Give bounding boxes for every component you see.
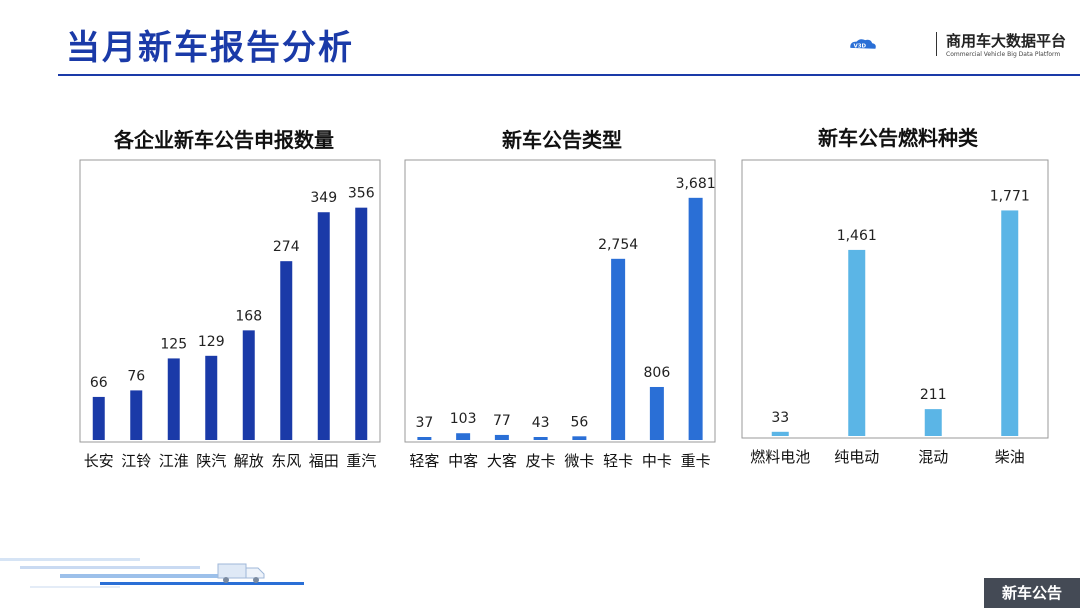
value-label: 356 xyxy=(348,186,375,202)
category-label: 轻客 xyxy=(409,452,439,470)
chart2-title: 新车公告类型 xyxy=(502,128,622,152)
value-label: 1,771 xyxy=(990,188,1030,204)
category-label: 江铃 xyxy=(121,452,151,470)
bar-解放 xyxy=(242,330,255,440)
bar-福田 xyxy=(317,212,330,440)
bar-东风 xyxy=(280,261,293,440)
value-label: 168 xyxy=(235,308,262,324)
bar-大客 xyxy=(494,434,509,440)
bar-江铃 xyxy=(130,390,143,440)
category-label: 重汽 xyxy=(346,452,376,470)
value-label: 33 xyxy=(771,410,789,426)
bar-微卡 xyxy=(572,436,587,440)
category-label: 解放 xyxy=(234,452,264,470)
logo-text-cn: 商用车大数据平台 xyxy=(946,32,1067,50)
bar-皮卡 xyxy=(533,437,548,440)
section-tag: 新车公告 xyxy=(984,578,1080,608)
value-label: 129 xyxy=(198,334,225,350)
value-label: 77 xyxy=(493,413,511,429)
value-label: 125 xyxy=(160,336,187,352)
bar-中卡 xyxy=(649,386,664,440)
chart-announcement-types: 37 轻客 103 中客 77 大客 43 皮卡 56 微卡 2,754 轻卡 806 中卡 3,681 重卡 xyxy=(404,159,716,470)
value-label: 1,461 xyxy=(837,228,877,244)
category-label: 陕汽 xyxy=(196,452,226,470)
value-label: 43 xyxy=(532,415,550,431)
title-underline xyxy=(58,74,1080,76)
category-label: 纯电动 xyxy=(834,448,879,466)
value-label: 66 xyxy=(90,375,108,391)
bar-柴油 xyxy=(1001,210,1019,436)
value-label: 274 xyxy=(273,239,300,255)
plot-frame xyxy=(404,159,716,443)
chart3-title: 新车公告燃料种类 xyxy=(818,126,978,150)
category-label: 轻卡 xyxy=(603,452,633,470)
bar-混动 xyxy=(924,409,942,436)
category-label: 长安 xyxy=(84,452,114,470)
bar-中客 xyxy=(456,433,471,440)
category-label: 皮卡 xyxy=(526,452,556,470)
logo-text-en: Commercial Vehicle Big Data Platform xyxy=(946,51,1061,58)
value-label: 211 xyxy=(920,387,947,403)
category-label: 燃料电池 xyxy=(750,448,810,466)
bar-纯电动 xyxy=(848,249,866,436)
value-label: 56 xyxy=(570,414,588,430)
plot-frame xyxy=(741,159,1049,439)
value-label: 2,754 xyxy=(598,237,638,253)
category-label: 中客 xyxy=(448,452,478,470)
category-label: 福田 xyxy=(309,452,339,470)
bar-江淮 xyxy=(167,358,180,440)
page-title: 当月新车报告分析 xyxy=(66,28,354,68)
category-label: 东风 xyxy=(271,452,301,470)
value-label: 103 xyxy=(450,411,477,427)
value-label: 37 xyxy=(415,415,433,431)
value-label: 349 xyxy=(310,190,337,206)
bar-长安 xyxy=(92,396,105,440)
chart-fuel-types: 33 燃料电池 1,461 纯电动 211 混动 1,771 柴油 xyxy=(741,159,1049,466)
value-label: 806 xyxy=(644,365,671,381)
category-label: 混动 xyxy=(918,448,948,466)
category-label: 江淮 xyxy=(159,452,189,470)
truck-icon xyxy=(217,563,265,583)
category-label: 重卡 xyxy=(681,452,711,470)
value-label: 3,681 xyxy=(676,176,716,192)
bar-陕汽 xyxy=(205,355,218,440)
logo-divider xyxy=(936,32,937,56)
bar-重卡 xyxy=(688,197,703,440)
value-label: 76 xyxy=(127,368,145,384)
plot-frame xyxy=(79,159,381,443)
bar-轻客 xyxy=(417,437,432,440)
bar-轻卡 xyxy=(611,258,626,440)
truck-decoration xyxy=(0,558,304,588)
platform-logo: V3D xyxy=(850,39,876,50)
category-label: 微卡 xyxy=(564,452,594,470)
logo-mark: V3D xyxy=(853,44,866,50)
category-label: 中卡 xyxy=(642,452,672,470)
chart-enterprise-filings: 66 长安 76 江铃 125 江淮 129 陕汽 168 解放 274 东风 349 福田 356 重汽 xyxy=(79,159,381,470)
category-label: 大客 xyxy=(487,452,517,470)
bar-重汽 xyxy=(355,207,368,440)
category-label: 柴油 xyxy=(995,448,1025,466)
chart1-title: 各企业新车公告申报数量 xyxy=(114,128,334,152)
bar-燃料电池 xyxy=(771,431,789,436)
